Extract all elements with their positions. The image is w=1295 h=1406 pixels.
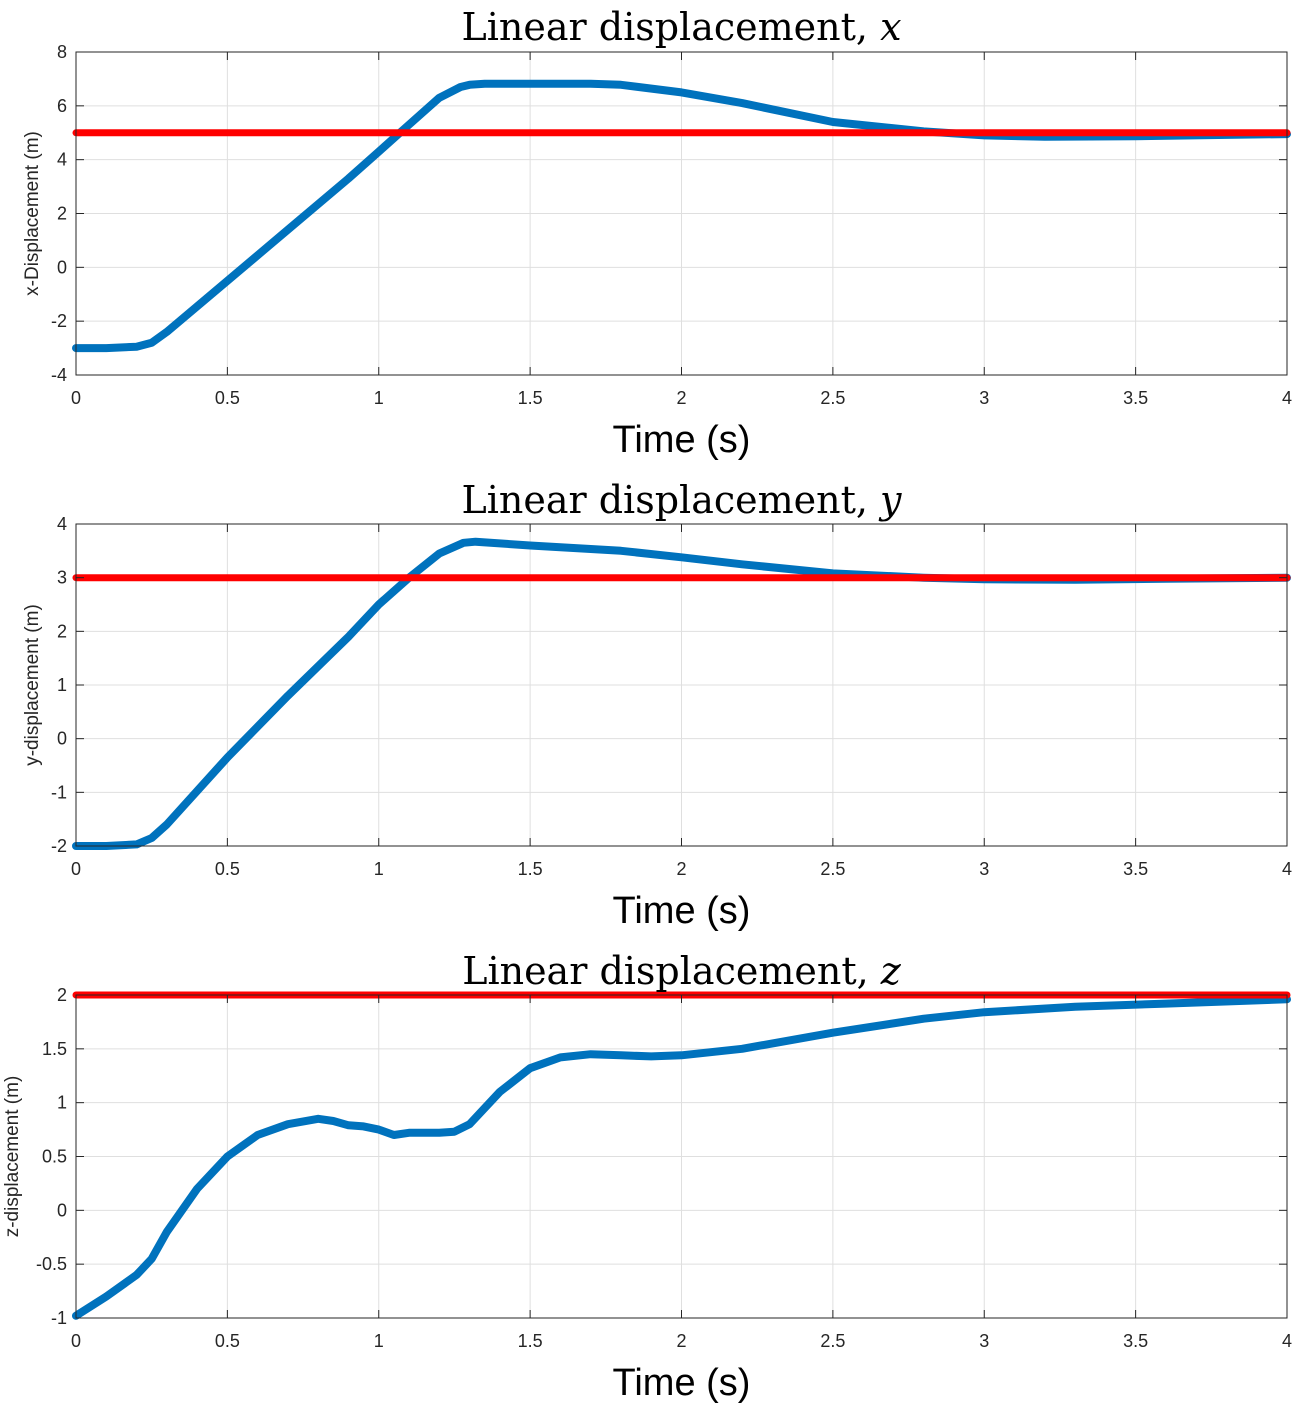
x-tick-label: 1 (374, 388, 384, 408)
y-axis-label: z-displacement (m) (2, 1076, 23, 1238)
x-tick-label: 3.5 (1123, 1331, 1148, 1351)
x-tick-label: 3 (979, 388, 989, 408)
x-tick-label: 2 (676, 1331, 686, 1351)
y-tick-label: 1 (57, 1093, 67, 1113)
subplot-y: 0 0.5 1 1.5 2 2.5 3 3.5 4 -2 -1 0 1 2 3 4 Linear displac… (22, 478, 1292, 933)
y-tick-label: 4 (57, 514, 67, 534)
x-tick-label: 1 (374, 1331, 384, 1351)
y-tick-label: 6 (57, 96, 67, 116)
y-tick-label: -1 (51, 1308, 67, 1328)
x-axis-label: Time (s) (613, 1362, 751, 1404)
y-tick-label: 2 (57, 621, 67, 641)
y-tick-label: 1.5 (42, 1039, 67, 1059)
chart-title-variable: y (878, 478, 902, 522)
x-tick-label: 0 (71, 1331, 81, 1351)
x-tick-label: 1.5 (518, 388, 543, 408)
x-tick-label: 2 (676, 859, 686, 879)
x-tick-label: 3.5 (1123, 388, 1148, 408)
x-tick-label: 0.5 (215, 1331, 240, 1351)
y-tick-label: 2 (57, 985, 67, 1005)
x-tick-label: 3.5 (1123, 859, 1148, 879)
chart-title: Linear displacement, y (461, 478, 902, 522)
response-line (72, 995, 1291, 1320)
chart-title-variable: z (880, 949, 902, 993)
x-tick-label: 0.5 (215, 859, 240, 879)
y-tick-label: -4 (51, 365, 67, 385)
y-tick-label: 3 (57, 568, 67, 588)
x-tick-label: 3 (979, 859, 989, 879)
x-tick-label: 2 (676, 388, 686, 408)
chart-title-text: Linear displacement, (461, 478, 880, 522)
y-tick-label: 2 (57, 204, 67, 224)
y-tick-label: -0.5 (36, 1254, 67, 1274)
chart-title: Linear displacement, z (462, 949, 902, 993)
x-axis-label: Time (s) (613, 890, 751, 932)
y-tick-label: -1 (51, 782, 67, 802)
y-tick-label: 1 (57, 675, 67, 695)
x-axis-label: Time (s) (613, 419, 751, 461)
x-tick-label: 0 (71, 859, 81, 879)
chart-title-text: Linear displacement, (462, 5, 881, 49)
chart-title-text: Linear displacement, (462, 949, 881, 993)
x-tick-label: 2.5 (820, 388, 845, 408)
x-tick-label: 1.5 (518, 859, 543, 879)
x-tick-label: 3 (979, 1331, 989, 1351)
subplot-z: 0 0.5 1 1.5 2 2.5 3 3.5 4 -1 -0.5 0 0.5 1 1.5 2 Linear d… (2, 949, 1292, 1405)
y-tick-label: 4 (57, 150, 67, 170)
chart-title-variable: x (880, 5, 901, 49)
x-tick-label: 4 (1282, 388, 1292, 408)
y-tick-label: 0.5 (42, 1147, 67, 1167)
y-tick-label: 8 (57, 42, 67, 62)
x-tick-label: 0.5 (215, 388, 240, 408)
y-axis-label: x-Displacement (m) (22, 131, 43, 296)
y-axis-label: y-displacement (m) (22, 604, 43, 766)
x-tick-label: 1.5 (518, 1331, 543, 1351)
x-tick-label: 2.5 (820, 1331, 845, 1351)
x-tick-label: 4 (1282, 1331, 1292, 1351)
x-tick-label: 1 (374, 859, 384, 879)
y-tick-label: 0 (57, 1200, 67, 1220)
chart-title: Linear displacement, x (462, 5, 902, 49)
x-tick-label: 2.5 (820, 859, 845, 879)
y-tick-label: 0 (57, 729, 67, 749)
subplot-x: 0 0.5 1 1.5 2 2.5 3 3.5 4 -4 -2 0 2 4 6 8 Linear displac… (22, 5, 1292, 462)
y-tick-label: -2 (51, 836, 67, 856)
y-tick-label: 0 (57, 257, 67, 277)
x-tick-label: 0 (71, 388, 81, 408)
y-tick-label: -2 (51, 311, 67, 331)
x-tick-label: 4 (1282, 859, 1292, 879)
